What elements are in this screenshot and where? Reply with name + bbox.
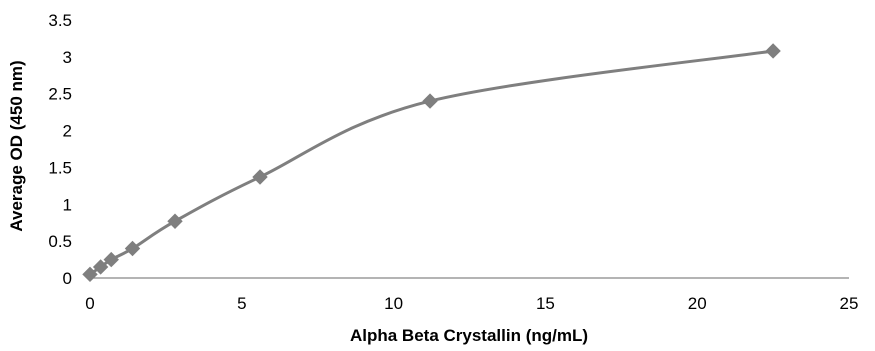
data-point-marker	[103, 251, 119, 268]
x-tick-label: 10	[384, 294, 403, 313]
y-tick-label: 1	[63, 195, 72, 214]
x-axis-title: Alpha Beta Crystallin (ng/mL)	[350, 326, 588, 345]
x-tick-label: 25	[840, 294, 859, 313]
y-tick-label: 1.5	[48, 158, 72, 177]
y-tick-label: 3.5	[48, 11, 72, 30]
y-axis-title: Average OD (450 nm)	[7, 60, 26, 231]
x-tick-labels: 0 5 10 15 20 25	[85, 294, 858, 313]
data-point-marker	[422, 93, 438, 109]
y-tick-label: 0	[63, 269, 72, 288]
data-point-marker	[252, 169, 268, 185]
series-layer	[82, 43, 781, 283]
data-point-marker	[92, 259, 109, 275]
x-tick-label: 15	[536, 294, 555, 313]
data-point-marker	[167, 213, 183, 229]
series-line	[88, 49, 775, 276]
y-tick-label: 2	[63, 122, 72, 141]
y-tick-label: 3	[63, 48, 72, 67]
data-point-marker	[765, 43, 781, 59]
x-tick-label: 20	[688, 294, 707, 313]
x-tick-label: 5	[237, 294, 246, 313]
data-point-marker	[124, 240, 141, 257]
y-tick-labels: 0 0.5 1 1.5 2 2.5 3 3.5	[48, 11, 72, 288]
x-tick-label: 0	[85, 294, 94, 313]
y-tick-label: 0.5	[48, 232, 72, 251]
data-point-marker	[82, 266, 98, 283]
y-tick-label: 2.5	[48, 85, 72, 104]
